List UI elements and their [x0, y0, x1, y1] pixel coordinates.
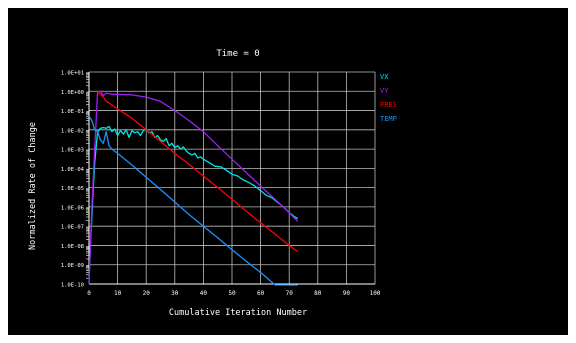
series-line-temp: [88, 115, 298, 286]
plot-window: Time = 0 1.0E-10 1.0E-09 1.0E-08 1.0E-07 1.0…: [8, 8, 568, 335]
x-tick-labels: 0 10 20 30 40 50 60 70 80 90 100: [87, 290, 381, 297]
y-tick-label: 1.0E+00: [61, 90, 84, 96]
y-tick-label: 1.0E-04: [61, 167, 85, 173]
y-axis-label: Normalized Rate of Change: [28, 122, 38, 250]
series-line-vx: [88, 125, 299, 285]
y-tick-label: 1.0E-03: [61, 148, 84, 154]
series-line-vy: [88, 90, 299, 285]
y-tick-label: 1.0E-09: [61, 263, 84, 269]
y-tick-labels: 1.0E-10 1.0E-09 1.0E-08 1.0E-07 1.0E-06 1.0E-…: [61, 71, 85, 289]
x-tick-label: 10: [114, 290, 122, 297]
chart-title: Time = 0: [216, 49, 259, 59]
x-tick-label: 100: [370, 290, 381, 297]
x-tick-label: 80: [314, 290, 322, 297]
legend-entry-temp: TEMP: [380, 115, 397, 123]
legend-entry-pres: PRES: [380, 101, 397, 109]
y-tick-label: 1.0E-06: [61, 205, 84, 211]
x-tick-label: 0: [87, 290, 91, 297]
y-tick-label: 1.0E-01: [61, 109, 84, 115]
y-tick-label: 1.0E+01: [61, 71, 84, 77]
y-tick-label: 1.0E-02: [61, 128, 84, 134]
chart: Time = 0 1.0E-101.0E-091.0E-081.0E-071.0…: [28, 49, 397, 318]
series-line-pres: [97, 90, 299, 252]
x-tick-label: 50: [228, 290, 236, 297]
y-tick-label: 1.0E-05: [61, 186, 84, 192]
legend: VX VY PRES TEMP: [380, 73, 397, 123]
x-tick-label: 40: [200, 290, 208, 297]
series-lines: [88, 90, 299, 286]
x-tick-label: 30: [171, 290, 179, 297]
legend-entry-vx: VX: [380, 73, 389, 81]
legend-entry-vy: VY: [380, 87, 389, 95]
axes: [86, 72, 375, 285]
x-tick-label: 70: [286, 290, 294, 297]
y-tick-label: 1.0E-08: [61, 244, 84, 250]
y-tick-label: 1.0E-10: [61, 283, 84, 289]
grid: [88, 71, 376, 285]
y-tick-label: 1.0E-07: [61, 225, 84, 231]
x-tick-label: 20: [143, 290, 151, 297]
x-tick-label: 90: [343, 290, 351, 297]
x-axis-label: Cumulative Iteration Number: [169, 308, 307, 318]
x-tick-label: 60: [257, 290, 265, 297]
